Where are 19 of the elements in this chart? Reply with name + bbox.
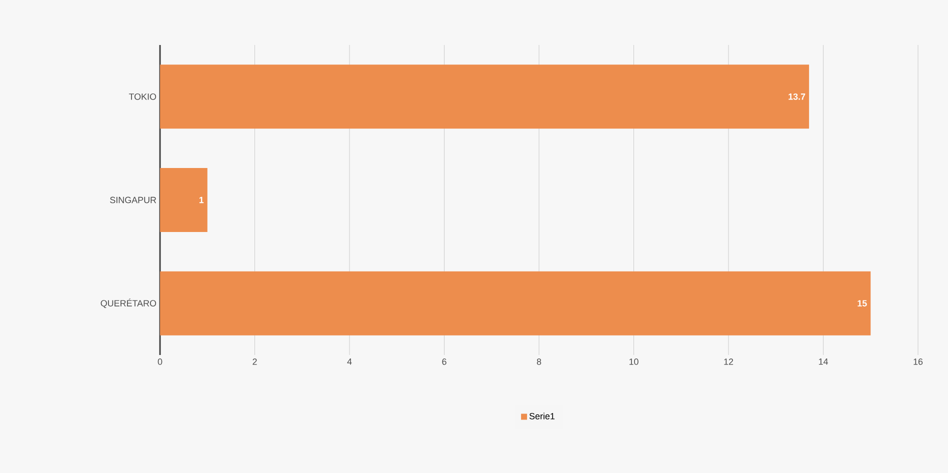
x-tick-label: 16: [914, 358, 923, 365]
bar: [160, 64, 810, 129]
x-tick-label: 8: [536, 358, 542, 365]
x-tick-label: 10: [629, 358, 638, 365]
y-tick-label: TOKIO: [128, 93, 156, 100]
x-tick-label: 2: [252, 358, 257, 365]
y-tick-label: QUERÉTARO: [100, 298, 156, 308]
bar: [160, 271, 871, 336]
x-tick-label: 12: [724, 358, 734, 365]
data-label: 1: [199, 196, 204, 204]
data-label: 15: [858, 300, 867, 306]
x-tick-label: 4: [347, 358, 352, 365]
data-label: 13.7: [788, 93, 806, 100]
x-tick-label: 14: [818, 358, 828, 365]
x-tick-label: 0: [158, 358, 162, 365]
bar: [160, 168, 208, 232]
legend-label: Serie1: [529, 412, 555, 420]
y-tick-label: SINGAPUR: [110, 196, 156, 204]
x-tick-label: 6: [442, 358, 446, 365]
